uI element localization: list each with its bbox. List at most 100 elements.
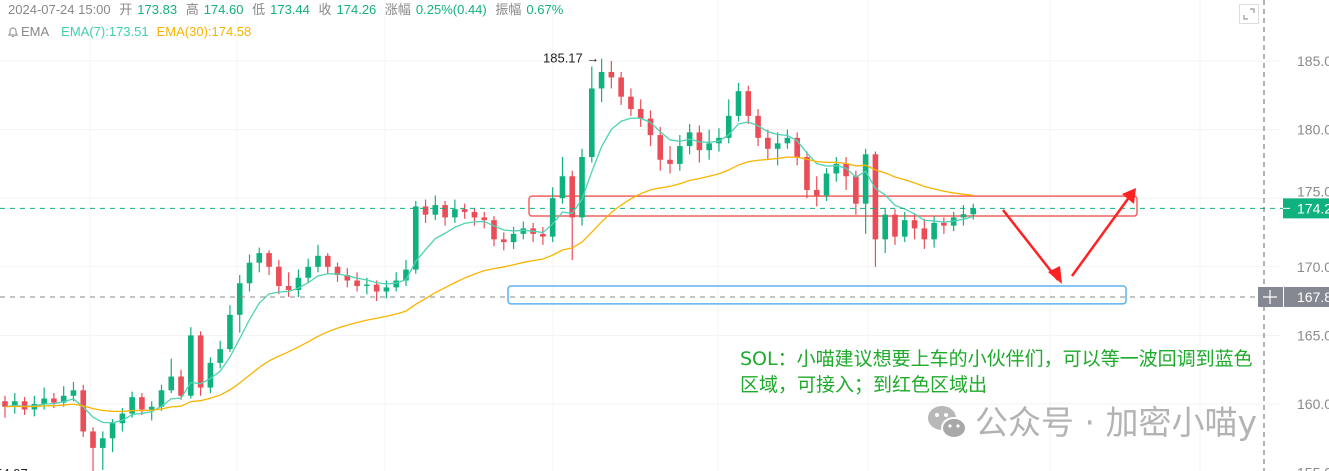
candle-body: [412, 206, 419, 270]
candle-body: [119, 413, 126, 424]
candle-body: [227, 314, 233, 350]
candle-body: [931, 222, 937, 240]
candle-body: [452, 209, 458, 218]
close-value: 174.26: [336, 2, 377, 17]
candle-body: [207, 362, 214, 388]
candle-body: [51, 398, 57, 403]
candle-body: [941, 222, 947, 226]
datetime: 2024-07-24 15:00: [8, 2, 111, 17]
candle-body: [608, 71, 615, 78]
expand-icon: [1243, 8, 1255, 20]
fullscreen-button[interactable]: [1239, 4, 1259, 24]
price-axis[interactable]: 185.00 180.00 175.00 170.00 165.00 160.00 155.…: [1258, 53, 1329, 471]
last-price-tag: [1283, 198, 1329, 219]
candle-body: [667, 159, 673, 164]
candle-body: [853, 176, 859, 204]
plus-icon: [1263, 289, 1277, 304]
amplitude-value: 0.67%: [526, 2, 564, 17]
y-tick-label: 155.00: [1297, 465, 1329, 471]
candle-body: [11, 401, 18, 407]
close-label: 收: [318, 2, 332, 17]
blue-zone-box: [507, 285, 1127, 305]
ema30-value: EMA(30):174.58: [156, 24, 252, 39]
candle-body: [882, 214, 888, 240]
candle-body: [725, 115, 732, 138]
candle-body: [843, 163, 849, 177]
up-arrow-head: [1122, 188, 1136, 204]
candle-body: [735, 91, 742, 116]
overlay: 185.17 → 154.97: [0, 0, 1283, 471]
candle-body: [80, 390, 87, 432]
candle-body: [90, 431, 96, 448]
candle-body: [637, 109, 644, 119]
candle-body: [148, 406, 155, 410]
candle-body: [706, 143, 712, 151]
candle-body: [491, 220, 497, 240]
zones: [507, 195, 1138, 305]
candle-body: [266, 253, 272, 267]
candle-body: [657, 135, 664, 160]
red-zone-box: [528, 195, 1138, 217]
candle-body: [628, 96, 634, 110]
candle-body: [901, 220, 908, 237]
candle-body: [804, 157, 810, 190]
candle-body: [598, 71, 605, 89]
y-tick-label: 175.00: [1297, 183, 1329, 199]
candle-body: [579, 157, 585, 218]
candle-body: [129, 397, 135, 414]
down-arrow: [1002, 209, 1059, 281]
candle-body: [745, 91, 752, 116]
candle-body: [344, 275, 351, 281]
bell-icon[interactable]: [6, 25, 20, 39]
high-label: 高: [185, 2, 199, 17]
candle-body: [432, 205, 439, 215]
candle-body: [500, 239, 507, 243]
annotation-text: SOL：小喵建议想要上车的小伙伴们，可以等一波回调到蓝色区域，可接入；到红色区域…: [740, 348, 1253, 396]
change-label: 涨幅: [384, 2, 411, 17]
candle-body: [872, 154, 879, 240]
candle-body: [109, 423, 116, 439]
candle-body: [315, 255, 321, 267]
candle-body: [324, 255, 331, 267]
candle-body: [970, 208, 977, 215]
candle-body: [765, 137, 771, 149]
candle-body: [618, 77, 624, 97]
candle-body: [158, 390, 165, 407]
candle-body: [256, 253, 263, 263]
indicator-name: EMA: [21, 24, 50, 39]
candle-body: [393, 280, 399, 288]
last-price-label: 174.26: [1297, 200, 1329, 216]
low-label: 低: [252, 2, 266, 17]
candle-body: [569, 176, 576, 218]
grid: [0, 60, 1280, 405]
candle-body: [549, 198, 556, 237]
y-tick-label: 180.00: [1297, 122, 1329, 138]
candle-body: [589, 88, 595, 158]
candle-body: [364, 284, 370, 287]
high-value: 174.60: [203, 2, 244, 17]
candle-body: [559, 176, 566, 199]
ema30-line: [4, 156, 974, 413]
candle-body: [41, 398, 47, 404]
candle-body: [755, 115, 761, 138]
ema-lines: [4, 117, 974, 424]
candle-body: [2, 401, 8, 407]
candle-body: [383, 287, 390, 292]
y-tick-label: 165.00: [1297, 327, 1329, 343]
down-arrow-head: [1048, 266, 1062, 284]
candle-body: [442, 205, 448, 218]
indicator-legend[interactable]: EMA EMA(7):173.51 EMA(30):174.58: [6, 24, 256, 39]
ohlc-header: 2024-07-24 15:00 开 173.83 高 174.60 低 173.44…: [8, 2, 568, 17]
candle-body: [911, 220, 918, 229]
amplitude-label: 振幅: [495, 2, 522, 17]
candle-body: [540, 233, 546, 237]
candle-body: [921, 228, 928, 240]
candle-body: [276, 266, 282, 287]
candle-body: [70, 390, 77, 396]
candle-body: [774, 143, 781, 149]
min-price-label: 154.97: [0, 466, 28, 471]
wechat-icon: [928, 406, 967, 439]
candle-body: [823, 173, 830, 196]
candle-body: [188, 335, 194, 396]
